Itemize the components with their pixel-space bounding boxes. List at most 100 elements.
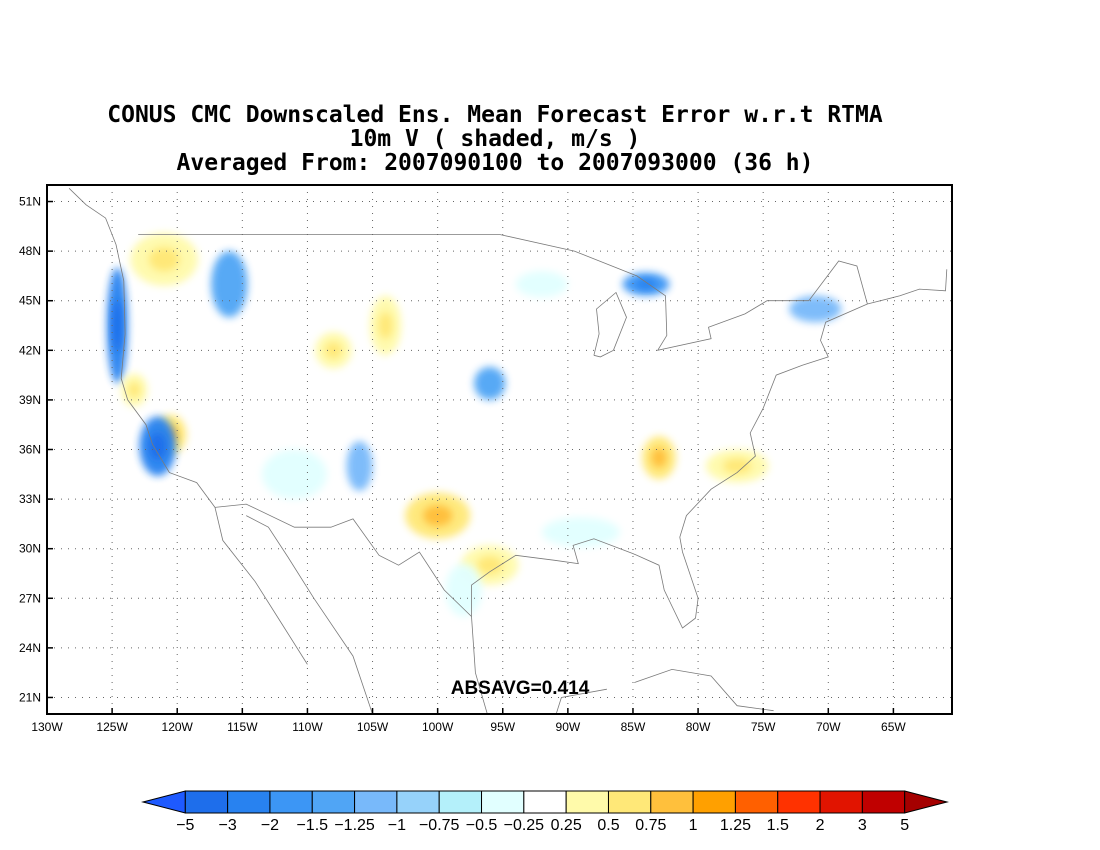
field-blob: [261, 449, 327, 500]
y-tick-label: 30N: [19, 542, 41, 556]
colorbar-cell: [396, 790, 440, 814]
colorbar-label: 2: [816, 817, 825, 834]
field-blob-core: [476, 556, 503, 575]
colorbar-cell: [777, 790, 821, 814]
colorbar-label: −1: [388, 817, 406, 834]
y-tick-label: 51N: [19, 195, 41, 209]
field-blob: [216, 457, 256, 491]
x-tick-label: 65W: [881, 720, 906, 734]
field-blob: [474, 366, 506, 400]
x-tick-label: 75W: [751, 720, 776, 734]
colorbar-cell: [650, 790, 694, 814]
colorbar-label: −1.25: [334, 817, 375, 834]
y-tick-label: 27N: [19, 591, 41, 605]
colorbar-cell: [227, 790, 271, 814]
colorbar-cell: [269, 790, 313, 814]
coastline-path: [246, 515, 373, 714]
colorbar-label: 1.5: [767, 817, 789, 834]
colorbar-label: 0.5: [597, 817, 619, 834]
map-background: [47, 185, 952, 714]
field-blob: [504, 434, 528, 465]
field-blob-core: [148, 247, 180, 272]
field-blob-core: [112, 299, 123, 352]
coastline-path: [138, 234, 868, 351]
colorbar-cell: [438, 790, 483, 814]
y-tick-label: 24N: [19, 641, 41, 655]
field-blob-core: [635, 278, 657, 290]
y-tick-label: 42N: [19, 343, 41, 357]
x-tick-label: 100W: [422, 720, 454, 734]
y-tick-label: 21N: [19, 690, 41, 704]
colorbar-cell: [311, 790, 356, 814]
field-blob: [789, 295, 842, 323]
field-blob: [515, 270, 568, 298]
coastline-path: [867, 269, 948, 305]
y-tick-label: 33N: [19, 492, 41, 506]
x-tick-label: 105W: [357, 720, 389, 734]
title-line-3: Averaged From: 2007090100 to 2007093000 …: [176, 150, 814, 176]
coastline-path: [593, 291, 627, 358]
field-blob-core: [378, 312, 393, 339]
colorbar-cell: [607, 790, 652, 814]
field-blob: [386, 355, 411, 395]
x-tick-label: 120W: [162, 720, 194, 734]
colorbar-cell: [819, 790, 863, 814]
colorbar-label: −0.5: [466, 817, 498, 834]
colorbar-cell: [734, 790, 779, 814]
x-tick-label: 125W: [96, 720, 128, 734]
colorbar-cell: [861, 790, 906, 814]
x-tick-label: 70W: [816, 720, 841, 734]
field-blob-core: [149, 432, 166, 460]
x-tick-label: 80W: [686, 720, 711, 734]
colorbar-cell: [904, 790, 949, 814]
colorbar-label: −0.25: [504, 817, 545, 834]
field-blob: [445, 563, 482, 617]
colorbar-label: −2: [261, 817, 279, 834]
x-tick-label: 110W: [292, 720, 323, 734]
colorbar: −5 −3 −2 −1.5 −1.25 −1 −0.75 −0.5 −0.25 0.25 0.5 0.…: [141, 790, 949, 834]
y-tick-label: 39N: [19, 393, 41, 407]
field-blob-core: [128, 382, 141, 398]
coastline-path: [634, 668, 774, 712]
absavg-annotation: ABSAVG=0.414: [451, 678, 590, 699]
colorbar-label: 0.75: [635, 817, 666, 834]
colorbar-label: 3: [858, 817, 867, 834]
field-blob-core: [723, 458, 752, 474]
coastline-path: [115, 244, 216, 508]
colorbar-label: −3: [219, 817, 237, 834]
x-tick-label: 85W: [621, 720, 646, 734]
colorbar-label: −1.5: [296, 817, 328, 834]
x-tick-label: 90W: [556, 720, 581, 734]
field-blob-core: [651, 448, 667, 468]
field-blob: [211, 251, 248, 318]
colorbar-label: 1.25: [720, 817, 751, 834]
colorbar-label: 1: [689, 817, 698, 834]
colorbar-label: 5: [900, 817, 909, 834]
colorbar-cell: [481, 790, 525, 814]
colorbar-label: 0.25: [551, 817, 582, 834]
colorbar-label: −0.75: [419, 817, 460, 834]
colorbar-cell: [523, 790, 567, 814]
x-tick-label: 115W: [227, 720, 258, 734]
field-blob: [346, 441, 373, 491]
field-blob-core: [422, 505, 453, 527]
x-axis-ticks: 130W 125W 120W 115W 110W 105W 100W 95W 90W 85W 80W…: [31, 708, 906, 734]
colorbar-cell: [354, 790, 398, 814]
y-tick-label: 36N: [19, 443, 41, 457]
title-line-2: 10m V ( shaded, m/s ): [349, 126, 641, 152]
y-axis-ticks: 21N 24N 27N 30N 33N 36N 39N 42N 45N 48N 51N: [19, 195, 53, 704]
shaded-field: [106, 232, 842, 632]
coastline-path: [68, 188, 117, 245]
coastline-path: [214, 507, 308, 665]
x-tick-label: 130W: [31, 720, 63, 734]
y-tick-label: 45N: [19, 294, 41, 308]
coastline-path: [471, 616, 607, 714]
title-line-1: CONUS CMC Downscaled Ens. Mean Forecast …: [107, 102, 883, 128]
y-tick-label: 48N: [19, 244, 41, 258]
x-tick-label: 95W: [490, 720, 515, 734]
coastline-path: [471, 303, 868, 629]
colorbar-cell: [141, 790, 186, 814]
coastline: [68, 188, 948, 714]
